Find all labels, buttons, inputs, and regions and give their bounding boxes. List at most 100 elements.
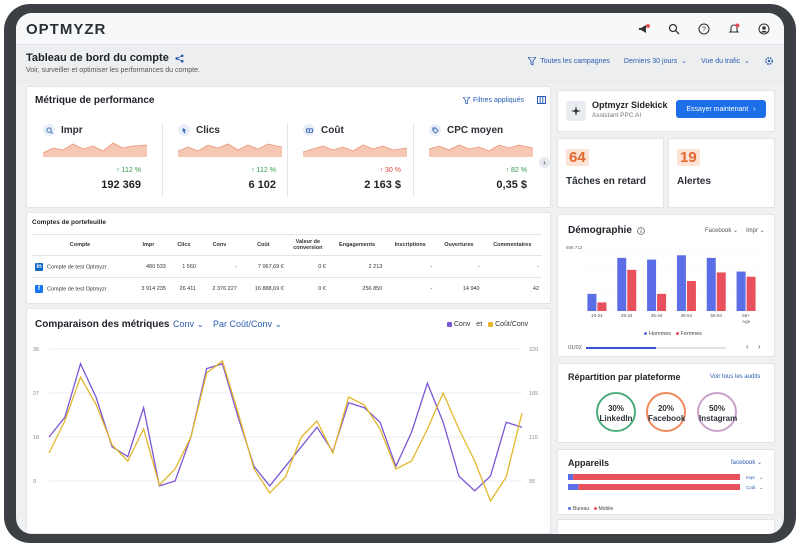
share-icon[interactable] (175, 53, 184, 63)
metric-impr[interactable]: Impr ↑ 112 % 192 369 (27, 115, 151, 195)
column-header[interactable]: Ouvertures (435, 234, 483, 256)
help-icon[interactable]: ? (696, 21, 712, 37)
bar-femmes (716, 272, 726, 311)
alerts-card[interactable]: 19 Alertes (668, 138, 775, 208)
bar-hommes (676, 255, 686, 311)
column-header[interactable]: Commentaires (482, 234, 542, 256)
portfolio-card: Comptes de portefeuille Compte Impr Clic… (26, 212, 551, 304)
column-header[interactable]: Inscriptions (385, 234, 436, 256)
bar-segment-bureau (568, 474, 574, 480)
demographics-title-text: Démographie (568, 225, 632, 236)
column-header[interactable]: Valeur de conversion (286, 234, 329, 256)
chevron-left-icon[interactable]: ‹ (746, 342, 749, 351)
sidekick-subtitle: Assistant PPC AI (592, 112, 642, 119)
table-cell: 1 560 (168, 255, 199, 278)
divider (162, 123, 163, 197)
filter-bar: Toutes les campagnes Derniers 30 jours ⌄… (528, 56, 774, 66)
table-cell: 14 940 (435, 277, 483, 300)
megaphone-icon[interactable] (636, 21, 652, 37)
table-cell: 256 850 (328, 277, 386, 300)
tag-icon (429, 124, 441, 136)
legend-label: Femmes (680, 331, 702, 337)
table-row[interactable]: in Compte de test Optmyzr 480 533 1 560 -… (32, 255, 542, 278)
demographics-bar-chart: 586 712 18-24 25-34 35-44 45-54 55-64 65+Age (566, 245, 761, 324)
series-line-cotconv (48, 359, 523, 503)
chevron-right-icon: › (753, 105, 756, 113)
metric-clics[interactable]: Clics ↑ 112 % 6 102 (162, 115, 286, 195)
x-axis-tick: 18-24 (591, 313, 603, 318)
devices-legend: Bureau Mobile (568, 506, 613, 512)
metric-cout[interactable]: Coût ↑ 30 % 2 163 $ (287, 115, 411, 195)
table-cell: 42 (482, 277, 542, 300)
demographics-legend: Hommes Femmes (644, 331, 702, 337)
chevron-down-icon: ⌄ (274, 319, 283, 329)
info-icon[interactable] (637, 226, 645, 235)
view-all-audits-link[interactable]: Voir tous les audits (710, 374, 761, 380)
metric-change: ↑ 112 % (116, 167, 141, 174)
devices-dropdown-label: facebook (731, 460, 756, 466)
view-dropdown[interactable]: Vue du trafic ⌄ (701, 57, 750, 66)
sparkline (178, 143, 282, 157)
applied-filters-label: Filtres appliqués (473, 97, 524, 104)
table-cell: 0 € (286, 255, 329, 278)
page-title-text: Tableau de bord du compte (26, 52, 169, 64)
svg-text:?: ? (702, 27, 706, 34)
table-row[interactable]: f Compte de test Optmyzr 3 914 235 26 411… (32, 277, 542, 300)
table-cell[interactable]: Compte de test Optmyzr (47, 286, 107, 293)
column-header[interactable]: Engagements (328, 234, 386, 256)
chevron-down-icon: ⌄ (759, 485, 763, 491)
sparkline (303, 144, 407, 157)
chevron-right-icon[interactable]: › (758, 342, 761, 351)
column-header[interactable]: Impr (128, 234, 169, 256)
metric1-dropdown[interactable]: Conv ⌄ (173, 319, 204, 330)
platform-name: LinkedIn (599, 414, 633, 423)
page-subtitle: Voir, surveiller et optimiser les perfor… (26, 67, 200, 74)
pager-progress-fill (586, 347, 656, 349)
column-header[interactable]: Clics (168, 234, 199, 256)
platform-percent: 50% (708, 404, 725, 413)
search-icon[interactable] (666, 21, 682, 37)
try-now-button[interactable]: Essayer maintenant › (676, 100, 766, 118)
columns-icon[interactable] (537, 96, 546, 106)
try-now-label: Essayer maintenant (686, 105, 749, 113)
metric-change: ↑ 82 % (505, 167, 527, 174)
devices-dropdown[interactable]: facebook ⌄ (731, 460, 763, 466)
metric-change: ↑ 30 % (379, 167, 401, 174)
sidekick-title: Optmyzr Sidekick (592, 100, 668, 110)
devices-card: Appareils facebook ⌄ Impr ⌄ Coût ⌄ Bureau M… (557, 449, 775, 515)
overdue-tasks-card[interactable]: 64 Tâches en retard (557, 138, 664, 208)
metric-cpc[interactable]: CPC moyen ↑ 82 % 0,35 $ (413, 115, 537, 195)
applied-filters-button[interactable]: Filtres appliqués (463, 97, 524, 104)
platform-split-card: Répartition par plateforme Voir tous les… (557, 363, 775, 443)
metric1-label: Conv (173, 319, 195, 329)
metric-dropdown[interactable]: Impr ⌄ (746, 228, 765, 234)
platform-dropdown[interactable]: Facebook ⌄ (705, 228, 739, 234)
table-cell[interactable]: Compte de test Optmyzr (47, 263, 107, 270)
table-cell: 26 411 (168, 277, 199, 300)
campaign-filter[interactable]: Toutes les campagnes (528, 57, 610, 65)
settings-gear-icon[interactable] (764, 56, 774, 66)
metric2-dropdown[interactable]: Par Coût/Conv ⌄ (213, 319, 282, 330)
table-cell: 2 213 (328, 255, 386, 278)
period-dropdown[interactable]: Derniers 30 jours ⌄ (624, 57, 687, 66)
user-icon[interactable] (756, 21, 772, 37)
column-header[interactable]: Compte (32, 234, 128, 256)
comparison-card: Comparaison des métriques Conv ⌄ Par Coû… (26, 308, 551, 534)
device-row-label: Coût (746, 485, 756, 490)
alerts-count: 19 (677, 149, 700, 166)
overdue-tasks-count: 64 (566, 149, 589, 166)
devices-title: Appareils (568, 458, 610, 468)
column-header[interactable]: Conv (198, 234, 240, 256)
chevron-down-icon: ⌄ (196, 319, 205, 329)
y-axis-right-tick: 220 (529, 347, 538, 353)
chevron-right-icon[interactable]: › (539, 157, 550, 168)
x-axis-tick: 55-64 (710, 313, 722, 318)
brand-logo[interactable]: OPTMYZR (26, 21, 107, 38)
bell-icon[interactable] (726, 21, 742, 37)
x-axis-tick: 45-54 (681, 313, 693, 318)
sidekick-card: Optmyzr Sidekick Assistant PPC AI Essaye… (557, 90, 775, 132)
cursor-icon (178, 124, 190, 136)
table-cell: 16 888,69 € (239, 277, 287, 300)
column-header[interactable]: Coût (239, 234, 287, 256)
metric2-label: Par Coût/Conv (213, 319, 273, 329)
